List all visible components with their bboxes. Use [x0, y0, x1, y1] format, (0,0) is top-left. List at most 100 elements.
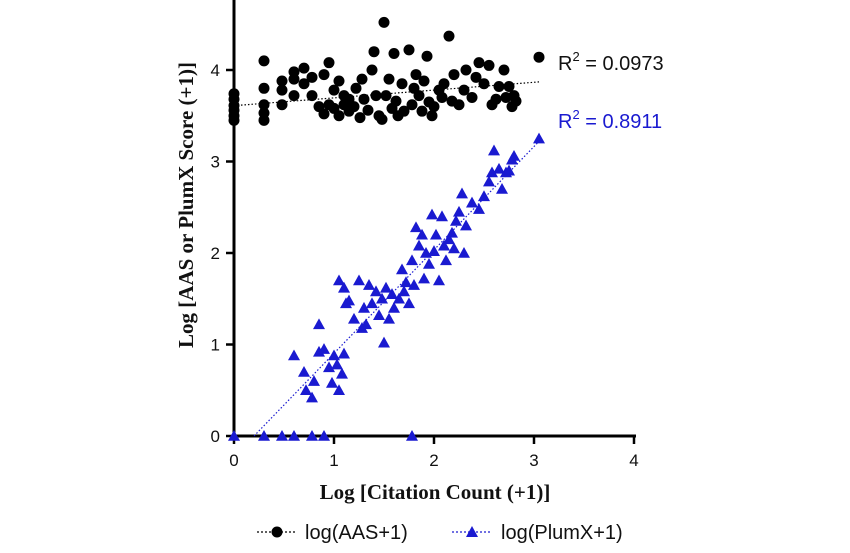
data-point-aas [493, 80, 505, 92]
data-point-plumx [276, 430, 288, 441]
data-point-aas [438, 78, 450, 90]
data-point-plumx [383, 312, 395, 324]
data-point-aas [503, 80, 515, 92]
data-point-aas [318, 69, 330, 81]
data-point-aas [298, 78, 310, 90]
data-point-plumx [353, 274, 365, 286]
r2-label-aas: R2 = 0.0973 [558, 49, 664, 75]
data-point-aas [376, 113, 388, 125]
legend-marker-triangle [466, 526, 478, 537]
legend-item-plumx: log(PlumX+1) [452, 522, 623, 544]
data-point-plumx [508, 150, 520, 161]
data-point-aas [421, 50, 433, 62]
data-point-aas [490, 93, 502, 105]
data-point-plumx [398, 285, 410, 297]
data-point-aas [448, 69, 460, 81]
legend-label-plumx: log(PlumX+1) [501, 522, 623, 544]
data-point-aas [403, 44, 415, 56]
data-point-aas [406, 99, 418, 111]
data-point-aas [228, 114, 240, 126]
r2-label-plumx: R2 = 0.8911 [558, 107, 662, 133]
data-point-plumx [306, 391, 318, 403]
data-point-plumx [428, 245, 440, 256]
data-point-plumx [386, 288, 398, 299]
data-point-aas [258, 55, 270, 67]
data-point-plumx [363, 279, 375, 290]
data-point-plumx [438, 239, 450, 251]
trendline-plumx [253, 140, 540, 437]
data-point-plumx [450, 214, 462, 226]
data-point-plumx [443, 233, 455, 245]
data-point-plumx [313, 318, 325, 330]
data-point-aas [378, 16, 390, 28]
data-point-plumx [430, 228, 442, 240]
data-point-plumx [360, 318, 372, 330]
data-point-aas [333, 110, 345, 122]
data-point-aas [426, 110, 438, 122]
data-point-aas [398, 105, 410, 117]
data-point-plumx [348, 312, 360, 324]
data-point-plumx [338, 347, 350, 359]
data-point-plumx [326, 376, 338, 388]
data-point-aas [228, 88, 240, 100]
data-point-aas [358, 93, 370, 105]
data-point-aas [388, 48, 400, 60]
data-point-aas [533, 51, 545, 63]
data-point-plumx [313, 345, 325, 357]
x-tick-label: 4 [629, 451, 638, 470]
data-point-aas [362, 104, 374, 116]
data-point-plumx [433, 274, 445, 286]
x-tick-label: 3 [529, 451, 538, 470]
data-point-aas [333, 75, 345, 87]
data-point-plumx [393, 292, 405, 304]
data-point-plumx [228, 430, 240, 441]
data-point-plumx [288, 349, 300, 361]
y-tick-label: 2 [211, 244, 220, 263]
data-point-plumx [306, 430, 318, 441]
data-point-aas [478, 78, 490, 90]
data-point-plumx [378, 336, 390, 348]
data-point-aas [288, 90, 300, 102]
data-point-plumx [460, 219, 472, 231]
data-point-plumx [331, 358, 343, 370]
data-point-aas [390, 95, 402, 107]
data-point-aas [288, 66, 300, 78]
data-point-aas [510, 95, 522, 107]
data-point-plumx [440, 254, 452, 266]
data-point-plumx [473, 203, 485, 214]
data-point-aas [323, 57, 335, 69]
data-point-plumx [370, 285, 382, 297]
data-point-plumx [358, 301, 370, 313]
data-point-plumx [318, 430, 330, 441]
x-axis-title: Log [Citation Count (+1)] [320, 480, 551, 504]
data-point-plumx [258, 430, 270, 441]
data-point-plumx [396, 263, 408, 275]
data-point-plumx [388, 301, 400, 313]
data-point-aas [453, 99, 465, 111]
data-point-aas [366, 64, 378, 76]
data-point-plumx [333, 384, 345, 396]
data-point-plumx [426, 208, 438, 220]
data-point-aas [354, 112, 366, 124]
data-point-plumx [380, 281, 392, 293]
data-point-plumx [488, 144, 500, 156]
data-point-plumx [466, 196, 478, 208]
data-point-plumx [323, 361, 335, 373]
data-point-aas [258, 82, 270, 94]
data-point-plumx [376, 292, 388, 304]
data-point-aas [410, 69, 422, 81]
legend-marker-circle [271, 526, 283, 538]
data-point-plumx [423, 257, 435, 269]
data-point-aas [498, 64, 510, 76]
data-point-plumx [338, 281, 350, 293]
data-point-plumx [333, 274, 345, 286]
data-point-aas [306, 90, 318, 102]
data-point-plumx [448, 242, 460, 254]
y-tick-label: 3 [211, 153, 220, 172]
data-point-aas [350, 82, 362, 94]
data-point-plumx [436, 210, 448, 222]
data-point-plumx [373, 309, 385, 321]
data-point-aas [298, 62, 310, 74]
data-point-plumx [456, 187, 468, 199]
data-point-aas [306, 71, 318, 83]
